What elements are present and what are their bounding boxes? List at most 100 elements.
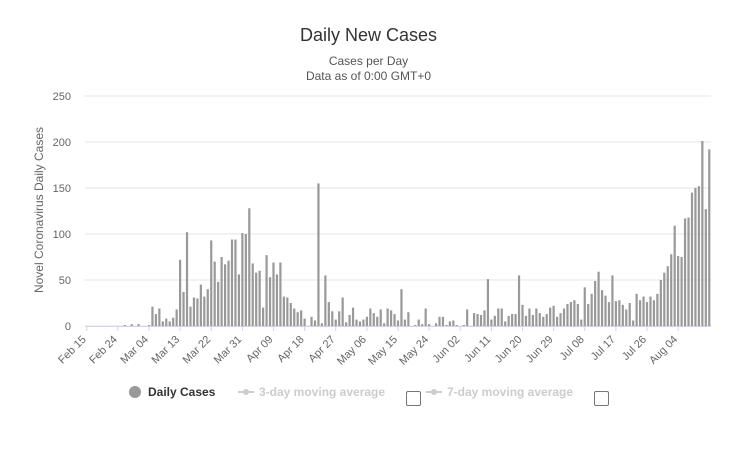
- bar[interactable]: [673, 225, 676, 326]
- bar[interactable]: [694, 188, 697, 326]
- bar[interactable]: [386, 308, 389, 326]
- bar[interactable]: [355, 319, 358, 326]
- bar[interactable]: [486, 279, 490, 326]
- bar[interactable]: [210, 240, 213, 326]
- bar[interactable]: [569, 302, 573, 326]
- bar[interactable]: [434, 323, 438, 326]
- bar[interactable]: [697, 186, 700, 326]
- bar[interactable]: [576, 303, 579, 326]
- bar[interactable]: [414, 325, 417, 326]
- bar[interactable]: [607, 302, 611, 326]
- bar[interactable]: [331, 311, 334, 326]
- bar[interactable]: [542, 316, 545, 326]
- bar[interactable]: [600, 290, 604, 326]
- bar[interactable]: [369, 308, 372, 326]
- bar[interactable]: [296, 312, 299, 326]
- bar[interactable]: [165, 318, 168, 326]
- bar[interactable]: [493, 315, 496, 326]
- bar[interactable]: [303, 318, 306, 326]
- bar[interactable]: [545, 314, 548, 326]
- bar[interactable]: [189, 306, 192, 326]
- bar[interactable]: [652, 300, 656, 326]
- bar[interactable]: [659, 280, 662, 326]
- bar[interactable]: [428, 324, 431, 326]
- bar[interactable]: [628, 303, 631, 326]
- bar[interactable]: [376, 316, 379, 326]
- bar[interactable]: [154, 314, 157, 326]
- bar[interactable]: [552, 305, 555, 326]
- bar[interactable]: [701, 141, 704, 326]
- bar[interactable]: [234, 239, 237, 326]
- bar[interactable]: [687, 217, 690, 326]
- bar[interactable]: [656, 293, 659, 326]
- bar[interactable]: [289, 303, 292, 326]
- bar[interactable]: [704, 209, 707, 326]
- bar[interactable]: [524, 315, 528, 326]
- bar[interactable]: [635, 293, 638, 326]
- bar[interactable]: [507, 315, 510, 326]
- bar[interactable]: [587, 303, 590, 326]
- bar[interactable]: [217, 281, 220, 326]
- bar[interactable]: [151, 306, 154, 326]
- bar[interactable]: [500, 308, 503, 326]
- bar[interactable]: [663, 272, 666, 326]
- bar[interactable]: [272, 262, 275, 326]
- bar[interactable]: [362, 319, 365, 326]
- bar[interactable]: [310, 316, 313, 326]
- bar[interactable]: [549, 307, 552, 326]
- bar[interactable]: [372, 313, 375, 326]
- bar[interactable]: [625, 309, 628, 326]
- bar[interactable]: [137, 324, 140, 326]
- bar[interactable]: [649, 296, 652, 326]
- bar[interactable]: [483, 310, 486, 326]
- bar[interactable]: [262, 307, 265, 326]
- bar[interactable]: [448, 321, 451, 326]
- bar[interactable]: [670, 254, 673, 326]
- bar[interactable]: [535, 308, 538, 326]
- bar[interactable]: [123, 325, 126, 326]
- bar[interactable]: [258, 270, 261, 326]
- bar[interactable]: [348, 314, 351, 326]
- bar[interactable]: [504, 321, 507, 326]
- bar[interactable]: [324, 275, 327, 326]
- bar[interactable]: [614, 301, 617, 326]
- bar[interactable]: [438, 316, 441, 326]
- bar[interactable]: [528, 308, 531, 326]
- bar[interactable]: [445, 325, 448, 326]
- bar[interactable]: [690, 192, 694, 326]
- bar[interactable]: [521, 304, 524, 326]
- bar[interactable]: [573, 300, 576, 326]
- bar[interactable]: [130, 324, 133, 326]
- bar[interactable]: [199, 284, 202, 326]
- bar[interactable]: [223, 264, 227, 326]
- bar[interactable]: [583, 287, 586, 326]
- bar[interactable]: [196, 298, 199, 326]
- bar[interactable]: [334, 319, 337, 326]
- bar[interactable]: [351, 307, 355, 326]
- bar[interactable]: [341, 297, 344, 326]
- bar[interactable]: [455, 325, 458, 326]
- bar[interactable]: [479, 314, 483, 326]
- bar[interactable]: [708, 149, 711, 326]
- bar[interactable]: [400, 289, 403, 326]
- bar[interactable]: [424, 308, 427, 326]
- bar[interactable]: [279, 262, 282, 326]
- bar[interactable]: [597, 271, 600, 326]
- legend-item-7-day-average[interactable]: 7-day moving average: [426, 385, 573, 399]
- bar[interactable]: [265, 255, 268, 326]
- bar[interactable]: [511, 314, 514, 326]
- bar[interactable]: [244, 234, 247, 326]
- bar[interactable]: [472, 313, 476, 326]
- bar[interactable]: [490, 319, 493, 326]
- bar[interactable]: [393, 314, 396, 326]
- bar[interactable]: [638, 300, 642, 326]
- bar[interactable]: [338, 311, 341, 326]
- bar[interactable]: [462, 325, 465, 326]
- bar[interactable]: [389, 310, 393, 326]
- bar[interactable]: [241, 233, 244, 326]
- bar[interactable]: [611, 275, 614, 326]
- bar[interactable]: [383, 323, 386, 326]
- bar[interactable]: [517, 275, 521, 326]
- bar[interactable]: [677, 256, 680, 326]
- bar[interactable]: [313, 320, 317, 326]
